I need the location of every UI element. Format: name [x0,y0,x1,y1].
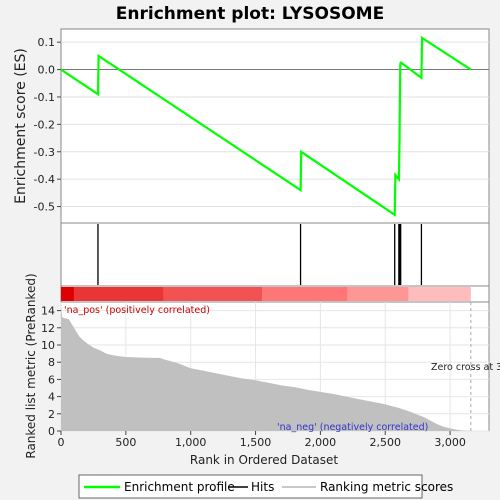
positive-correlation-label: 'na_pos' (positively correlated) [64,305,210,316]
ranked-list-x-axis-label: Rank in Ordered Dataset [190,453,338,467]
legend-label-enrichment: Enrichment profile [124,480,235,494]
color-bar-segment [61,287,74,301]
legend-box [78,474,423,499]
enrichment-y-tick-label: -0.5 [34,201,55,214]
legend: Enrichment profile Hits Ranking metric s… [78,474,453,499]
ranked-list-x-tick-label: 2,500 [369,436,401,449]
enrichment-profile-line [60,35,472,217]
enrichment-y-axis-label: Enrichment score (ES) [13,48,29,204]
color-bar-segment [262,287,348,301]
enrichment-y-ticks: 0.1 0.0 -0.1 -0.2 -0.3 -0.4 -0.5 [34,36,61,214]
color-bar-segment [73,287,164,301]
hits-marks [97,224,423,285]
ranked-list-y-tick-label: 4 [48,391,55,404]
legend-label-ranking: Ranking metric scores [320,480,453,494]
ranked-list-x-tick-label: 1,500 [240,436,272,449]
ranked-list-x-tick-label: 2,000 [305,436,337,449]
enrichment-y-tick-label: -0.1 [34,91,55,104]
ranked-list-y-tick-label: 0 [48,425,55,438]
legend-label-hits: Hits [251,480,274,494]
ranked-list-y-tick-label: 2 [48,408,55,421]
hits-panel [60,222,490,287]
ranked-list-y-tick-label: 6 [48,373,55,386]
ranked-list-panel: 0 2 4 6 8 10 12 14 0 500 1,000 1,500 2,000 2,500 3,00… [24,273,500,467]
color-bar-segment [347,287,409,301]
color-bar-segment [408,287,471,301]
ranked-list-x-tick-label: 1,000 [175,436,207,449]
ranking-color-bar-panel [60,285,490,303]
ranked-list-y-tick-label: 12 [41,322,55,335]
enrichment-y-tick-label: -0.2 [34,118,55,131]
ranking-color-bar [61,287,471,301]
enrichment-y-tick-label: -0.3 [34,146,55,159]
ranking-metric-area [61,306,471,431]
enrichment-y-tick-label: 0.0 [38,64,56,77]
ranked-list-y-ticks: 0 2 4 6 8 10 12 14 [41,305,61,438]
plot-title: Enrichment plot: LYSOSOME [116,4,384,24]
ranked-list-x-tick-label: 3,000 [434,436,466,449]
zero-cross-label: Zero cross at 3 [431,362,500,373]
ranked-list-y-tick-label: 8 [48,356,55,369]
enrichment-score-panel: 0.1 0.0 -0.1 -0.2 -0.3 -0.4 -0.5 Enrichment sc… [13,28,490,224]
ranked-list-x-tick-label: 500 [115,436,136,449]
enrichment-y-tick-label: -0.4 [34,173,55,186]
enrichment-panel-frame [60,28,490,224]
ranked-list-x-tick-label: 0 [58,436,65,449]
ranked-list-y-tick-label: 14 [41,305,55,318]
enrichment-gridlines [61,41,489,208]
ranked-list-y-tick-label: 10 [41,339,55,352]
hits-panel-frame [60,222,490,287]
negative-correlation-label: 'na_neg' (negatively correlated) [277,422,428,433]
enrichment-y-tick-label: 0.1 [38,36,56,49]
ranked-list-y-axis-label: Ranked list metric (PreRanked) [24,273,38,458]
color-bar-segment [163,287,263,301]
ranked-list-x-ticks: 0 500 1,000 1,500 2,000 2,500 3,000 [58,431,466,449]
